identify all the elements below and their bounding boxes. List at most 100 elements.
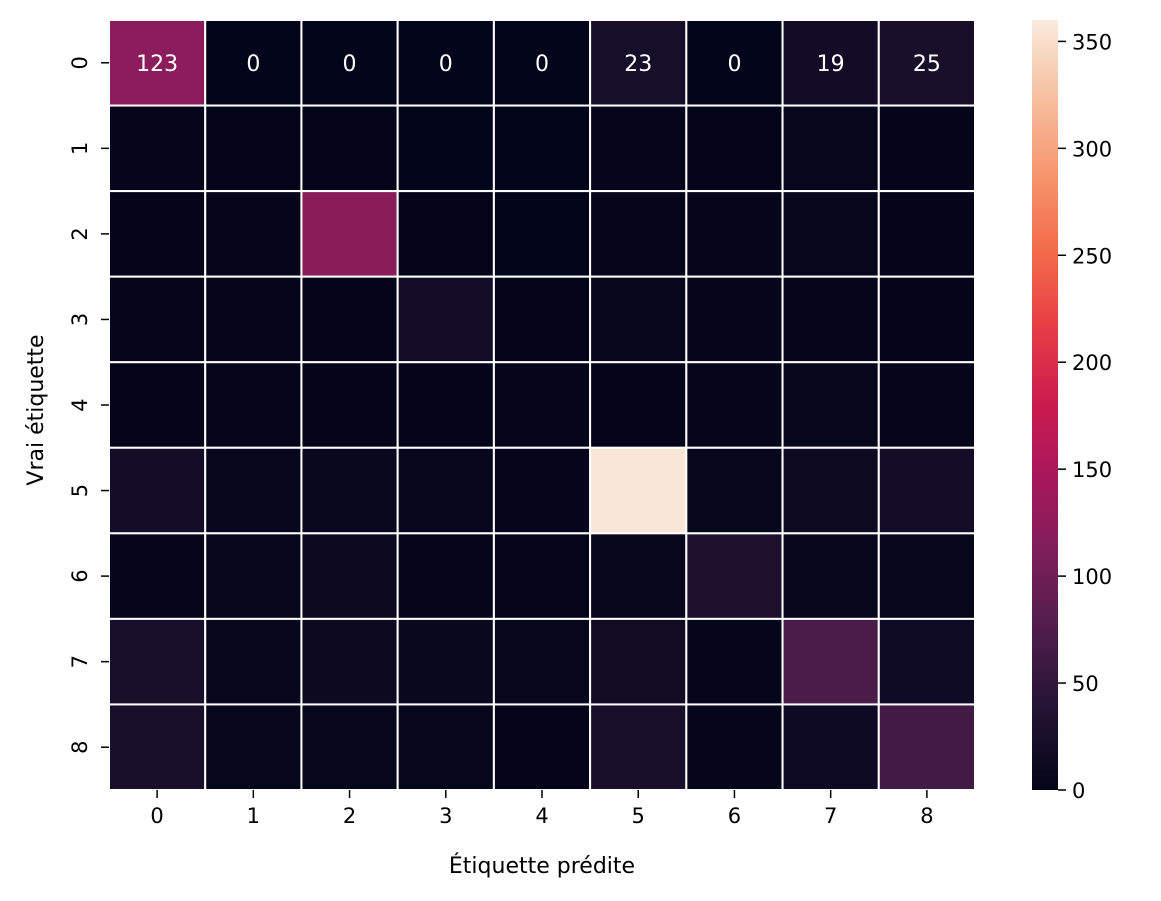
heatmap-cell: [589, 19, 688, 107]
heatmap-cell-label: 23: [624, 52, 652, 77]
heatmap-cell: [108, 104, 207, 193]
x-axis-label: Étiquette prédite: [449, 853, 635, 879]
heatmap-cell: [204, 19, 303, 107]
heatmap-cell: [781, 275, 880, 364]
y-tick-label: 8: [68, 741, 92, 754]
heatmap-cells: [108, 19, 976, 792]
heatmap-cell-label: 0: [246, 52, 260, 77]
x-tick-label: 5: [632, 804, 645, 828]
heatmap-cell: [300, 703, 399, 792]
y-axis-label: Vrai étiquette: [24, 334, 49, 485]
heatmap-cell: [685, 703, 784, 792]
heatmap-cell: [685, 361, 784, 449]
heatmap-cell: [204, 532, 303, 620]
heatmap-cell: [108, 703, 207, 792]
heatmap-cell-label: 0: [439, 52, 453, 77]
colorbar-tick-label: 150: [1072, 458, 1112, 482]
heatmap-cell: [492, 190, 592, 278]
heatmap-cell: [300, 104, 399, 193]
heatmap-cell: [781, 190, 880, 278]
x-tick-label: 4: [535, 804, 548, 828]
heatmap-cell: [396, 361, 495, 449]
heatmap-cell: [589, 190, 688, 278]
heatmap-cell: [589, 617, 688, 706]
heatmap-cell: [108, 617, 207, 706]
colorbar: [1032, 20, 1058, 790]
heatmap-cell: [396, 190, 495, 278]
colorbar-tick-label: 250: [1072, 244, 1112, 268]
heatmap-cell: [108, 19, 207, 107]
heatmap-cell: [300, 532, 399, 620]
heatmap-cell: [204, 361, 303, 449]
heatmap-cell: [685, 532, 784, 620]
y-tick-label: 0: [68, 56, 92, 69]
heatmap-cell: [589, 446, 688, 535]
heatmap-cell-label: 0: [535, 52, 549, 77]
colorbar-tick-label: 0: [1072, 779, 1085, 803]
heatmap-cell: [396, 446, 495, 535]
x-tick-label: 6: [728, 804, 741, 828]
heatmap-cell: [300, 361, 399, 449]
heatmap-cell-label: 123: [136, 52, 178, 77]
heatmap-cell: [492, 104, 592, 193]
heatmap-cell: [300, 190, 399, 278]
x-tick-label: 0: [150, 804, 163, 828]
heatmap-cell: [108, 275, 207, 364]
colorbar-tick-label: 200: [1072, 351, 1112, 375]
heatmap-cell: [685, 190, 784, 278]
heatmap-cell: [396, 617, 495, 706]
heatmap-cell: [781, 446, 880, 535]
heatmap-cell: [589, 703, 688, 792]
heatmap-cell: [685, 617, 784, 706]
heatmap-cell: [396, 275, 495, 364]
colorbar-tick-label: 350: [1072, 30, 1112, 54]
heatmap-cell: [877, 275, 976, 364]
heatmap-cell: [204, 446, 303, 535]
heatmap-cell: [781, 617, 880, 706]
heatmap-cell: [685, 446, 784, 535]
heatmap-cell-label: 0: [727, 52, 741, 77]
heatmap-cell: [589, 275, 688, 364]
heatmap-cell: [877, 446, 976, 535]
x-tick-label: 3: [439, 804, 452, 828]
heatmap-cell: [781, 532, 880, 620]
heatmap-cell: [877, 361, 976, 449]
heatmap-cell: [492, 275, 592, 364]
y-tick-label: 7: [68, 655, 92, 668]
x-axis-ticks: 0 1 2 3 4 5 6 7 8: [150, 790, 934, 828]
heatmap-cell: [685, 104, 784, 193]
heatmap-cell: [877, 703, 976, 792]
heatmap-cell-labels: 123 0 0 0 0 23 0 19 25: [136, 52, 941, 77]
heatmap-cell: [204, 275, 303, 364]
colorbar-tick-label: 100: [1072, 565, 1112, 589]
heatmap-cell: [492, 703, 592, 792]
y-tick-label: 3: [68, 313, 92, 326]
heatmap-cell: [204, 703, 303, 792]
heatmap-cell: [685, 275, 784, 364]
colorbar-tick-label: 50: [1072, 672, 1099, 696]
heatmap-cell: [781, 361, 880, 449]
heatmap-cell: [204, 104, 303, 193]
heatmap-cell: [108, 190, 207, 278]
heatmap-cell: [781, 104, 880, 193]
heatmap-cell: [877, 190, 976, 278]
heatmap-cell: [108, 446, 207, 535]
heatmap-cell: [781, 19, 880, 107]
heatmap-cell: [492, 361, 592, 449]
heatmap-cell-label: 25: [913, 52, 941, 77]
heatmap-cell: [589, 532, 688, 620]
heatmap-cell: [589, 104, 688, 193]
x-tick-label: 2: [343, 804, 356, 828]
heatmap-cell: [396, 104, 495, 193]
colorbar-tick-label: 300: [1072, 137, 1112, 161]
heatmap-cell: [108, 532, 207, 620]
y-tick-label: 4: [68, 398, 92, 411]
heatmap-cell: [877, 104, 976, 193]
y-tick-label: 2: [68, 227, 92, 240]
heatmap-cell: [492, 446, 592, 535]
heatmap-cell: [204, 190, 303, 278]
heatmap-cell: [396, 532, 495, 620]
heatmap-cell: [877, 532, 976, 620]
x-tick-label: 8: [920, 804, 933, 828]
